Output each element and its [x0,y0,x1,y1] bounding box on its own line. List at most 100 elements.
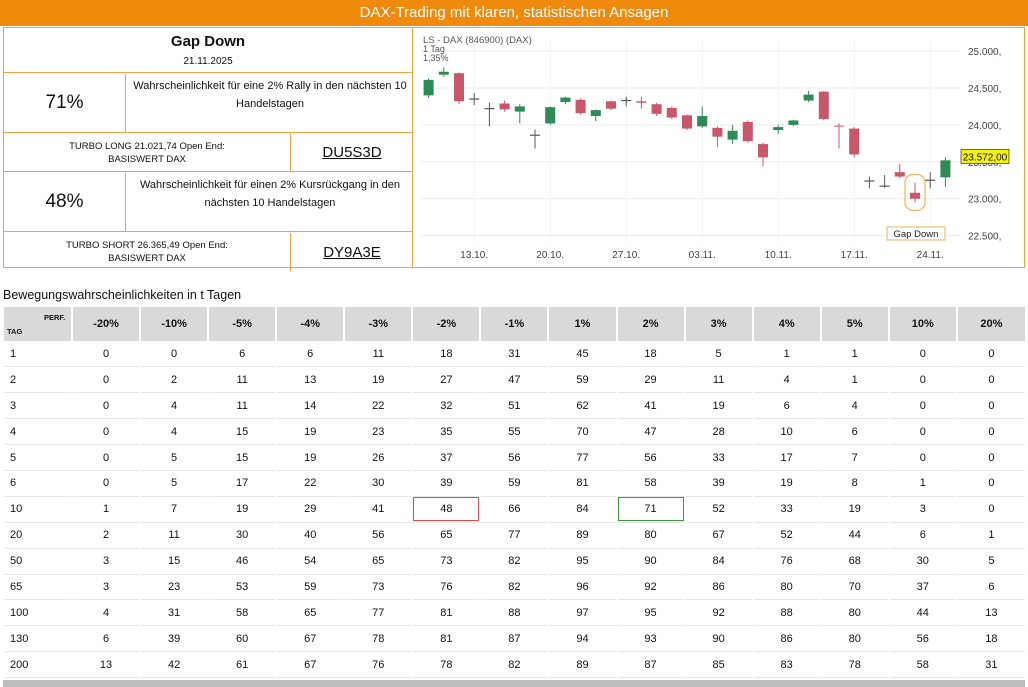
turbo-short-code-link[interactable]: DY9A3E [323,243,381,261]
table-cell: 96 [548,574,617,601]
table-cell: 3 [888,496,957,523]
table-cell: 0 [72,418,141,446]
candle-body [940,160,951,178]
column-header: 1% [547,307,617,341]
table-cell: 0 [888,341,957,368]
table-cell: 88 [752,599,821,627]
candle-body [773,127,784,131]
row-tag: 5 [4,444,72,471]
table-cell: 19 [276,444,345,471]
table-cell: 80 [820,625,889,653]
row-tag: 3 [4,392,72,420]
table-cell: 33 [684,444,753,471]
table-cell: 2 [72,522,141,549]
table-cell: 11 [208,392,277,420]
table-cell: 59 [548,366,617,394]
table-cell: 0 [888,444,957,471]
table-cell: 93 [616,625,685,653]
row-tag: 100 [4,599,72,627]
x-tick-label: 03.11. [689,250,716,261]
candle-body [560,97,571,103]
table-cell: 0 [956,444,1025,471]
y-tick-label: 22.500, [968,232,1001,243]
table-row: 1 0 0 6 6 11 18 31 45 18 5 1 1 0 0 [4,341,1025,368]
table-cell: 1 [956,522,1025,549]
table-cell: 52 [752,522,821,549]
table-cell: 27 [412,366,481,394]
tag-header-label: TAG [7,327,23,336]
signal-panel: Gap Down 21.11.2025 71% Wahrscheinlichke… [3,27,413,271]
candle-body [849,128,860,155]
table-cell: 61 [208,651,277,679]
banner-title: DAX-Trading mit klaren, statistischen An… [0,0,1028,26]
table-cell: 19 [684,392,753,420]
table-cell: 77 [480,522,549,549]
table-cell: 73 [412,548,481,575]
table-cell: 81 [412,599,481,627]
table-cell: 52 [684,496,753,523]
table-cell: 23 [140,574,209,601]
table-cell: 5 [140,444,209,471]
table-cell: 13 [276,366,345,394]
table-cell: 23 [344,418,413,446]
table-cell: 71 [616,496,685,523]
candle-body [499,103,510,110]
signal-title: Gap Down [170,33,246,50]
table-cell: 97 [548,599,617,627]
column-header: 5% [819,307,889,341]
annotation-label: Gap Down [894,229,939,240]
table-cell: 82 [480,548,549,575]
table-cell: 53 [208,574,277,601]
table-cell: 0 [72,341,141,368]
table-cell: 18 [412,341,481,368]
table-row: 65 3 23 53 59 73 76 82 96 92 86 80 70 37 6 [4,574,1025,601]
table-row: 2 0 2 11 13 19 27 47 59 29 11 4 1 0 0 [4,366,1025,394]
table-cell: 58 [616,470,685,497]
turbo-long-code-link[interactable]: DU5S3D [322,144,382,161]
turbo-long-name: TURBO LONG 21.021,74 Open End: [69,141,225,152]
column-header: 20% [955,307,1025,341]
candle-body [803,94,814,101]
table-cell: 44 [888,599,957,627]
table-cell: 6 [888,522,957,549]
table-cell: 92 [616,574,685,601]
candle-body [453,73,465,102]
table-row: 3 0 4 11 14 22 32 51 62 41 19 6 4 0 0 [4,392,1025,420]
table-cell: 89 [548,651,617,679]
table-cell: 31 [480,341,549,368]
table-cell: 70 [820,574,889,601]
candle-body [681,115,693,129]
table-cell: 19 [344,366,413,394]
table-cell: 4 [140,418,209,446]
table-cell: 15 [208,418,277,446]
row-tag: 65 [4,574,72,601]
chart-header-text: 1 Tag [423,44,445,54]
table-cell: 78 [344,625,413,653]
table-cell: 11 [208,366,277,394]
table-cell: 7 [820,444,889,471]
table-cell: 87 [480,625,549,653]
table-cell: 83 [752,651,821,679]
table-cell: 92 [684,599,753,627]
chart-header-text: 1,35% [423,53,449,63]
table-cell: 0 [140,341,209,368]
table-cell: 14 [276,392,345,420]
table-cell: 19 [208,496,277,523]
table-cell: 18 [616,341,685,368]
table-cell: 30 [888,548,957,575]
y-tick-label: 24.500, [968,84,1001,95]
column-header: 10% [887,307,957,341]
candle-body [788,120,799,125]
row-tag: 6 [4,470,72,497]
table-cell: 73 [344,574,413,601]
table-cell: 80 [820,599,889,627]
row-tag: 4 [4,418,72,446]
table-cell: 30 [344,470,413,497]
table-cell: 22 [344,392,413,420]
table-cell: 54 [276,548,345,575]
table-cell: 0 [888,366,957,394]
table-cell: 47 [616,418,685,446]
table-cell: 1 [752,341,821,368]
table-cell: 78 [820,651,889,679]
candle-body [697,116,708,127]
